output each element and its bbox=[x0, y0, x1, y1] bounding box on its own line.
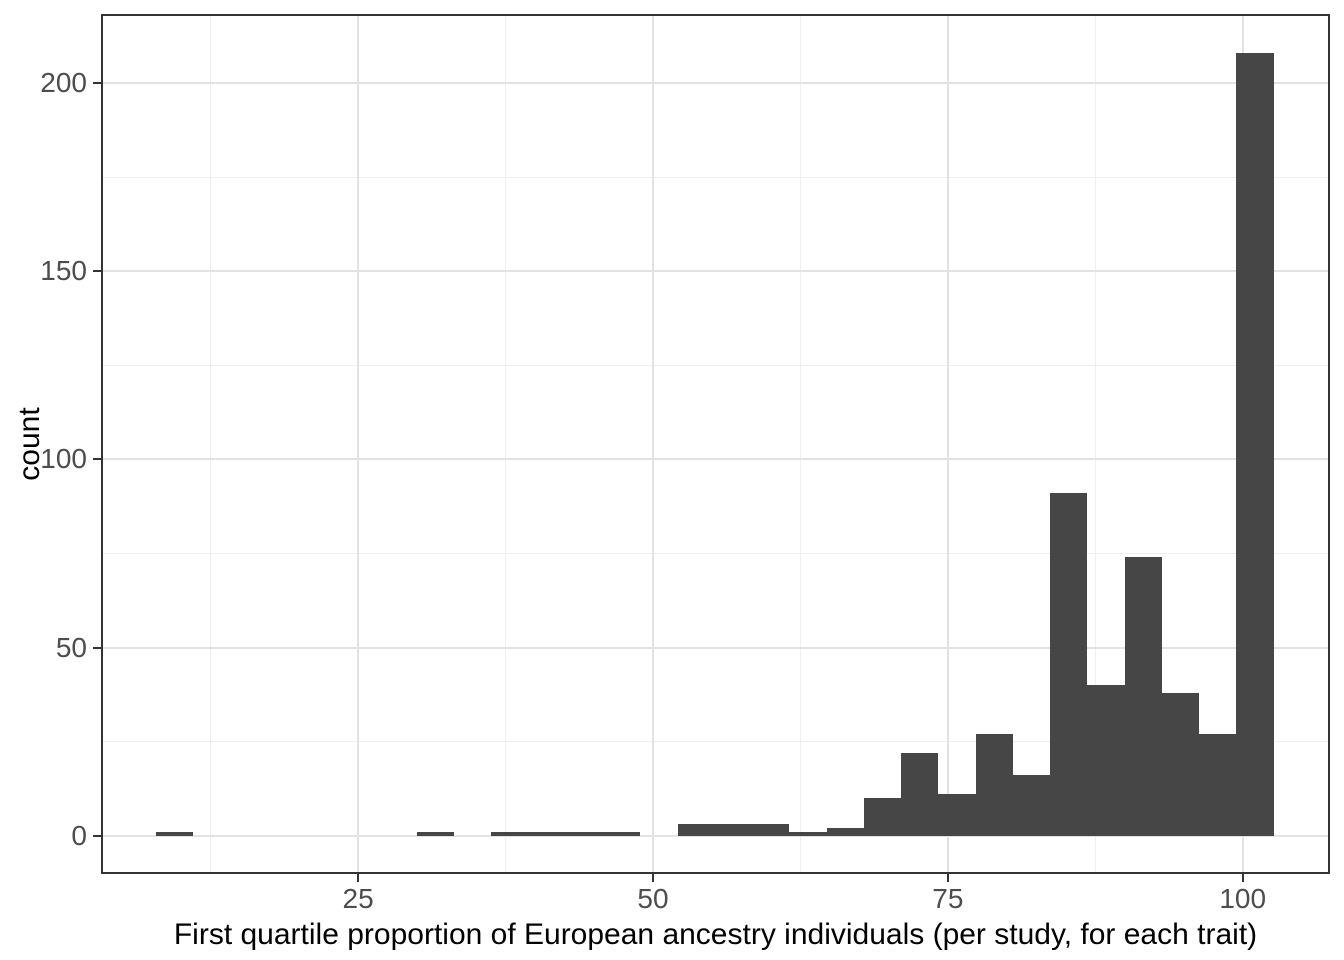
histogram-bar bbox=[1013, 775, 1050, 836]
y-tick-label: 150 bbox=[40, 255, 87, 287]
histogram-bar bbox=[1087, 685, 1125, 836]
y-minor-gridline bbox=[101, 552, 1330, 555]
y-major-gridline bbox=[101, 646, 1330, 649]
x-minor-gridline bbox=[1094, 14, 1097, 874]
y-tick-label: 100 bbox=[40, 443, 87, 475]
y-axis-tick bbox=[93, 270, 101, 273]
y-minor-gridline bbox=[101, 364, 1330, 367]
histogram-bar bbox=[417, 831, 454, 836]
histogram-bar bbox=[752, 824, 789, 836]
histogram-bar bbox=[901, 752, 938, 836]
x-axis-tick bbox=[946, 874, 949, 882]
histogram-bar bbox=[976, 734, 1013, 836]
histogram-bar bbox=[1050, 493, 1087, 836]
y-axis-tick bbox=[93, 646, 101, 649]
y-axis-tick bbox=[93, 458, 101, 461]
histogram-bar bbox=[678, 824, 715, 836]
x-axis-tick bbox=[651, 874, 654, 882]
y-tick-label: 200 bbox=[40, 67, 87, 99]
y-major-gridline bbox=[101, 834, 1330, 837]
x-axis-tick bbox=[357, 874, 360, 882]
x-major-gridline bbox=[357, 14, 360, 874]
x-minor-gridline bbox=[209, 14, 212, 874]
x-axis-title: First quartile proportion of European an… bbox=[173, 918, 1258, 951]
x-major-gridline bbox=[946, 14, 949, 874]
histogram-bar bbox=[827, 828, 864, 836]
histogram-bar bbox=[1199, 734, 1236, 836]
histogram-bar bbox=[938, 794, 976, 836]
y-tick-label: 50 bbox=[55, 631, 87, 663]
y-axis-tick bbox=[93, 82, 101, 85]
histogram-bar bbox=[603, 831, 640, 836]
histogram-bar bbox=[715, 824, 752, 836]
y-axis-tick bbox=[93, 834, 101, 837]
x-tick-label: 25 bbox=[342, 883, 374, 914]
histogram-bar bbox=[156, 831, 193, 836]
y-major-gridline bbox=[101, 270, 1330, 273]
x-minor-gridline bbox=[504, 14, 507, 874]
y-minor-gridline bbox=[101, 176, 1330, 179]
histogram-bar bbox=[1125, 557, 1162, 836]
histogram-bar bbox=[566, 831, 603, 836]
y-major-gridline bbox=[101, 458, 1330, 461]
histogram-bar bbox=[1236, 53, 1274, 836]
x-tick-label: 100 bbox=[1219, 883, 1267, 914]
y-tick-label: 0 bbox=[71, 819, 87, 851]
histogram-bar bbox=[789, 831, 827, 836]
x-tick-label: 75 bbox=[932, 883, 964, 914]
histogram-bar bbox=[491, 831, 529, 836]
y-minor-gridline bbox=[101, 740, 1330, 743]
x-major-gridline bbox=[651, 14, 654, 874]
x-minor-gridline bbox=[799, 14, 802, 874]
histogram-bar bbox=[529, 831, 566, 836]
histogram-bar bbox=[864, 798, 901, 836]
x-axis-tick bbox=[1241, 874, 1244, 882]
y-axis-title: count bbox=[13, 407, 46, 481]
histogram-bar bbox=[1162, 692, 1199, 836]
plot-panel bbox=[101, 14, 1330, 874]
x-tick-label: 50 bbox=[637, 883, 669, 914]
y-major-gridline bbox=[101, 82, 1330, 85]
